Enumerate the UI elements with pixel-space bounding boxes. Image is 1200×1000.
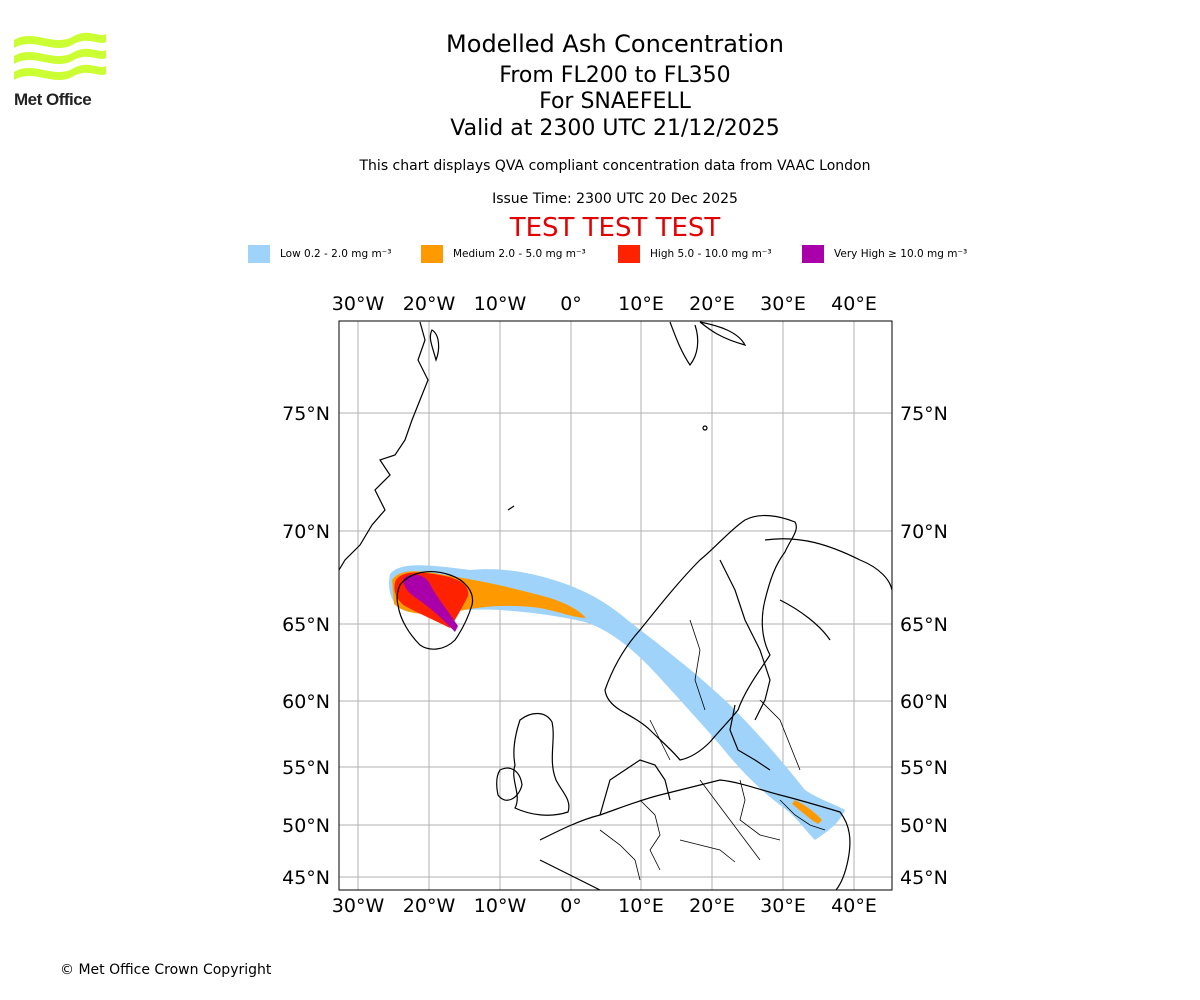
lon-labels-bottom: 30°W 20°W 10°W 0° 10°E 20°E 30°E 40°E [332, 895, 877, 917]
legend-item-very-high: Very High ≥ 10.0 mg m⁻³ [802, 244, 967, 264]
lat-label-right: 70°N [900, 521, 948, 543]
copyright: © Met Office Crown Copyright [60, 962, 272, 978]
lat-label-right: 65°N [900, 614, 948, 636]
lat-label-left: 70°N [282, 521, 330, 543]
lat-label-right: 45°N [900, 867, 948, 889]
map-frame [338, 320, 893, 891]
legend: Low 0.2 - 2.0 mg m⁻³ Medium 2.0 - 5.0 mg… [0, 244, 1200, 264]
lon-label-top: 10°W [474, 293, 527, 315]
lon-label-top: 30°W [332, 293, 385, 315]
legend-label-very-high: Very High ≥ 10.0 mg m⁻³ [834, 248, 968, 260]
lon-label-top: 20°E [689, 293, 735, 315]
issue-time: Issue Time: 2300 UTC 20 Dec 2025 [492, 191, 738, 207]
legend-swatch-low [248, 245, 270, 263]
legend-swatch-high [618, 245, 640, 263]
lon-label-bottom: 30°E [760, 895, 806, 917]
lon-label-bottom: 20°E [689, 895, 735, 917]
legend-label-high: High 5.0 - 10.0 mg m⁻³ [650, 248, 772, 260]
legend-item-low: Low 0.2 - 2.0 mg m⁻³ [248, 244, 391, 264]
legend-item-medium: Medium 2.0 - 5.0 mg m⁻³ [421, 244, 586, 264]
lat-label-left: 55°N [282, 757, 330, 779]
coastlines [339, 321, 892, 890]
lon-label-bottom: 10°W [474, 895, 527, 917]
lon-label-top: 0° [560, 293, 582, 315]
lat-labels-right: 75°N 70°N 65°N 60°N 55°N 50°N 45°N [900, 403, 948, 889]
volcano-name: For SNAEFELL [539, 89, 691, 114]
lon-label-top: 40°E [831, 293, 877, 315]
logo-text: Met Office [14, 90, 92, 109]
chart-title: Modelled Ash Concentration [446, 30, 784, 58]
test-banner: TEST TEST TEST [509, 213, 721, 243]
ash-very-high-plume [403, 574, 458, 632]
lat-label-right: 55°N [900, 757, 948, 779]
legend-label-low: Low 0.2 - 2.0 mg m⁻³ [280, 248, 392, 260]
lat-label-left: 50°N [282, 815, 330, 837]
lat-label-left: 65°N [282, 614, 330, 636]
lon-label-bottom: 0° [560, 895, 582, 917]
legend-swatch-very-high [802, 245, 824, 263]
lat-label-left: 60°N [282, 691, 330, 713]
legend-item-high: High 5.0 - 10.0 mg m⁻³ [618, 244, 772, 264]
valid-time: Valid at 2300 UTC 21/12/2025 [450, 116, 780, 141]
legend-swatch-medium [421, 245, 443, 263]
met-office-logo: Met Office [14, 30, 109, 112]
ash-medium-plume-se [792, 800, 822, 824]
lat-label-left: 45°N [282, 867, 330, 889]
lon-label-top: 10°E [618, 293, 664, 315]
lat-label-left: 75°N [282, 403, 330, 425]
flight-levels: From FL200 to FL350 [499, 63, 731, 88]
lon-label-bottom: 20°W [403, 895, 456, 917]
lon-label-top: 20°W [403, 293, 456, 315]
lon-label-top: 30°E [760, 293, 806, 315]
legend-label-medium: Medium 2.0 - 5.0 mg m⁻³ [453, 248, 586, 260]
lat-label-right: 60°N [900, 691, 948, 713]
lat-labels-left: 75°N 70°N 65°N 60°N 55°N 50°N 45°N [282, 403, 330, 889]
country-borders [599, 619, 826, 881]
lat-label-right: 50°N [900, 815, 948, 837]
lon-label-bottom: 30°W [332, 895, 385, 917]
chart-subtitle: This chart displays QVA compliant concen… [359, 158, 871, 174]
lon-label-bottom: 10°E [618, 895, 664, 917]
lon-labels-top: 30°W 20°W 10°W 0° 10°E 20°E 30°E 40°E [332, 293, 877, 315]
met-office-waves-icon [14, 32, 106, 80]
lat-label-right: 75°N [900, 403, 948, 425]
lon-label-bottom: 40°E [831, 895, 877, 917]
